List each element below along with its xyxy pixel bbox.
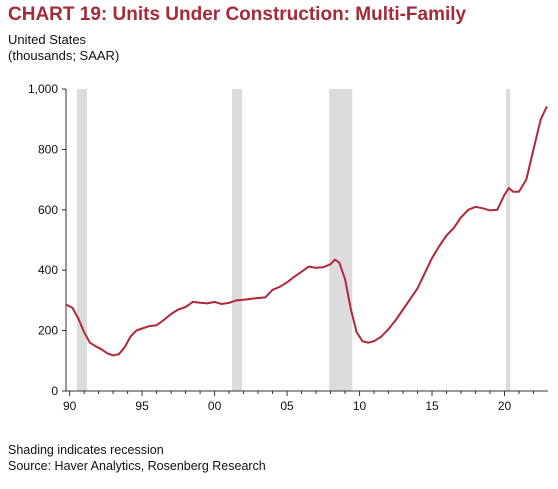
y-tick-label: 400 [38, 263, 58, 277]
recession-shading-layer [76, 89, 511, 391]
series-line-1 [65, 106, 548, 357]
x-tick-label: 00 [208, 399, 222, 413]
series-layer [65, 106, 548, 357]
y-tick-label: 0 [51, 384, 58, 398]
recession-band-1 [76, 89, 88, 391]
y-tick-label: 200 [38, 324, 58, 338]
x-tick-label: 90 [63, 399, 77, 413]
recession-band-4 [505, 89, 511, 391]
recession-note: Shading indicates recession [8, 443, 164, 457]
y-tick-label: 600 [38, 203, 58, 217]
y-tick-label: 1,000 [28, 82, 58, 96]
chart-subtitle-units: (thousands; SAAR) [8, 48, 120, 63]
chart-title: CHART 19: Units Under Construction: Mult… [8, 4, 467, 25]
recession-band-3 [329, 89, 353, 391]
x-tick-label: 20 [498, 399, 512, 413]
x-tick-label: 15 [425, 399, 439, 413]
x-tick-label: 10 [353, 399, 367, 413]
recession-band-2 [231, 89, 243, 391]
x-tick-label: 05 [280, 399, 294, 413]
source-note: Source: Haver Analytics, Rosenberg Resea… [8, 459, 266, 473]
axes [62, 88, 548, 396]
x-tick-label: 95 [135, 399, 149, 413]
tick-labels: 0 200 400 600 800 1,000 90 95 00 05 10 15 20 [28, 82, 512, 413]
y-tick-label: 800 [38, 142, 58, 156]
chart-subtitle-region: United States [8, 32, 87, 47]
line-chart: 0 200 400 600 800 1,000 90 95 00 05 10 15 20 [28, 82, 548, 413]
